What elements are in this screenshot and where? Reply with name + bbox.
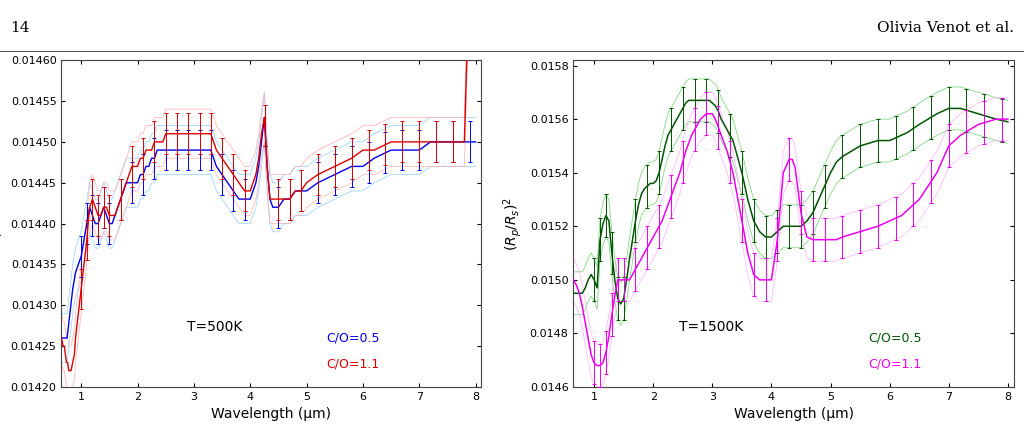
Text: T=500K: T=500K	[187, 320, 243, 335]
Text: C/O=1.1: C/O=1.1	[868, 357, 922, 370]
Text: Olivia Venot et al.: Olivia Venot et al.	[877, 21, 1014, 35]
Y-axis label: $(R_p/R_s)^2$: $(R_p/R_s)^2$	[502, 197, 524, 251]
Text: 14: 14	[10, 21, 30, 35]
Text: T=1500K: T=1500K	[679, 320, 743, 335]
Text: C/O=0.5: C/O=0.5	[868, 331, 922, 344]
X-axis label: Wavelength (μm): Wavelength (μm)	[211, 407, 332, 421]
X-axis label: Wavelength (μm): Wavelength (μm)	[733, 407, 854, 421]
Y-axis label: $(R_p/R_s)^2$: $(R_p/R_s)^2$	[0, 197, 5, 251]
Text: C/O=1.1: C/O=1.1	[326, 357, 379, 370]
Text: C/O=0.5: C/O=0.5	[326, 331, 380, 344]
